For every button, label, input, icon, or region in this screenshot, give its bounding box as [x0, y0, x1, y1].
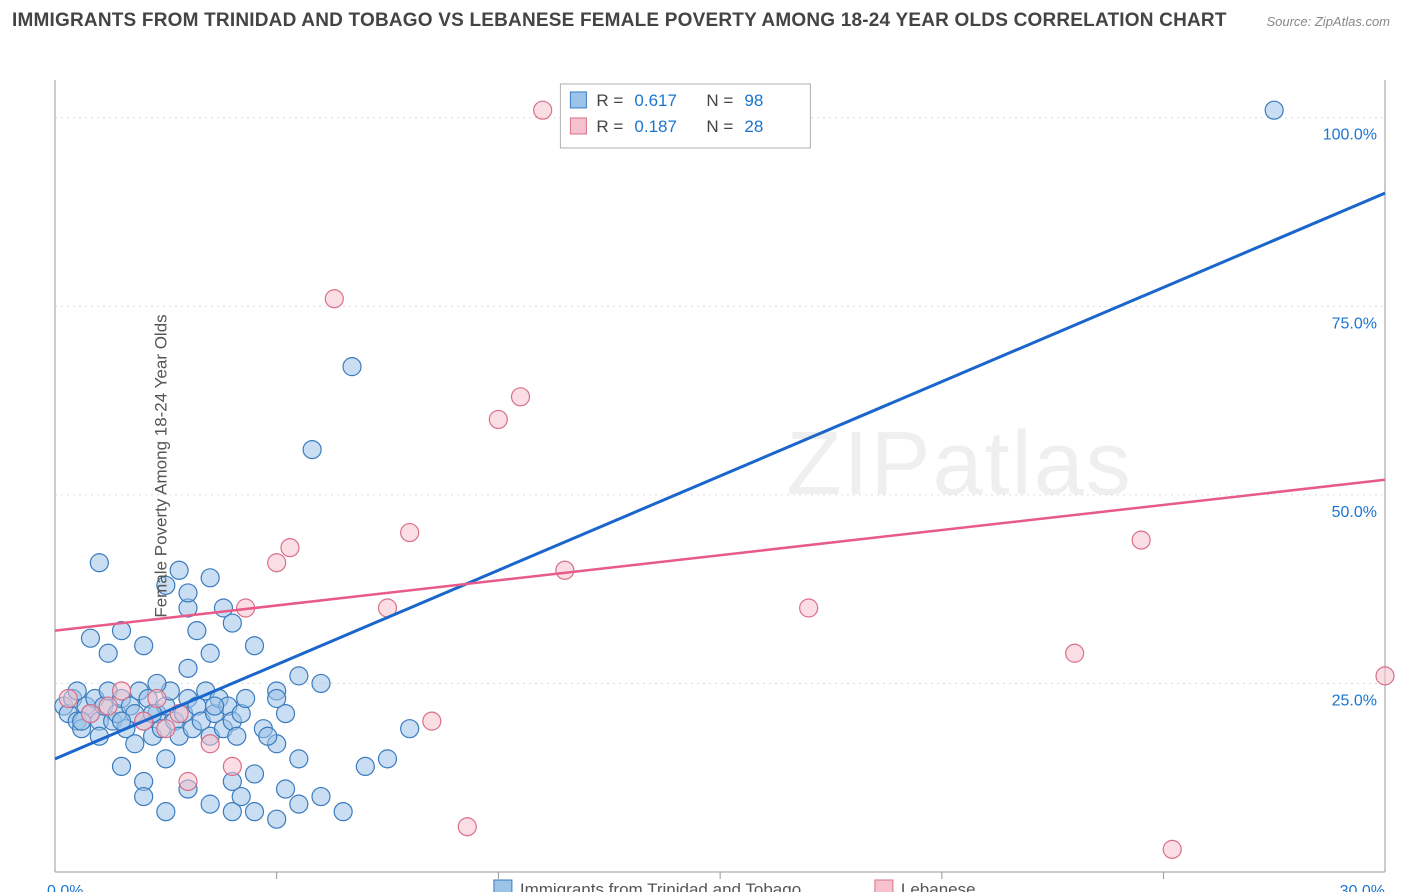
data-point-trinidad	[312, 788, 330, 806]
data-point-trinidad	[90, 554, 108, 572]
data-point-lebanese	[148, 690, 166, 708]
data-point-trinidad	[334, 803, 352, 821]
bottom-legend-label-lebanese: Lebanese	[901, 880, 976, 892]
data-point-lebanese	[800, 599, 818, 617]
data-point-lebanese	[281, 539, 299, 557]
data-point-trinidad	[135, 788, 153, 806]
data-point-trinidad	[157, 803, 175, 821]
data-point-trinidad	[268, 690, 286, 708]
data-point-lebanese	[1376, 667, 1394, 685]
data-point-trinidad	[268, 810, 286, 828]
svg-text:N =: N =	[706, 117, 733, 136]
data-point-trinidad	[157, 750, 175, 768]
data-point-lebanese	[1163, 840, 1181, 858]
y-axis-label: Female Poverty Among 18-24 Year Olds	[152, 314, 172, 617]
svg-text:30.0%: 30.0%	[1340, 883, 1385, 892]
svg-text:R =: R =	[596, 91, 623, 110]
data-point-trinidad	[201, 644, 219, 662]
data-point-trinidad	[113, 757, 131, 775]
data-point-trinidad	[179, 584, 197, 602]
data-point-lebanese	[1132, 531, 1150, 549]
data-point-trinidad	[237, 690, 255, 708]
chart-title: IMMIGRANTS FROM TRINIDAD AND TOBAGO VS L…	[12, 10, 1227, 32]
data-point-lebanese	[223, 757, 241, 775]
y-axis-label-wrap: Female Poverty Among 18-24 Year Olds	[10, 456, 313, 476]
data-point-lebanese	[556, 561, 574, 579]
data-point-trinidad	[356, 757, 374, 775]
svg-text:100.0%: 100.0%	[1323, 127, 1377, 144]
data-point-trinidad	[228, 727, 246, 745]
svg-text:0.0%: 0.0%	[47, 883, 83, 892]
svg-text:0.187: 0.187	[634, 117, 677, 136]
data-point-trinidad	[343, 358, 361, 376]
data-point-lebanese	[59, 690, 77, 708]
data-point-trinidad	[277, 780, 295, 798]
bottom-legend-swatch-trinidad	[494, 880, 512, 892]
data-point-trinidad	[201, 569, 219, 587]
data-point-lebanese	[201, 735, 219, 753]
svg-text:N =: N =	[706, 91, 733, 110]
svg-text:0.617: 0.617	[634, 91, 677, 110]
trend-line-lebanese	[55, 480, 1385, 631]
svg-text:50.0%: 50.0%	[1332, 504, 1377, 521]
data-point-trinidad	[135, 637, 153, 655]
source-label: Source: ZipAtlas.com	[1266, 14, 1390, 29]
data-point-trinidad	[188, 622, 206, 640]
data-point-lebanese	[157, 720, 175, 738]
data-point-lebanese	[81, 705, 99, 723]
data-point-trinidad	[290, 750, 308, 768]
data-point-trinidad	[81, 629, 99, 647]
data-point-lebanese	[99, 697, 117, 715]
data-point-lebanese	[179, 772, 197, 790]
data-point-lebanese	[401, 524, 419, 542]
data-point-trinidad	[246, 803, 264, 821]
data-point-trinidad	[379, 750, 397, 768]
data-point-trinidad	[201, 795, 219, 813]
svg-text:28: 28	[744, 117, 763, 136]
data-point-trinidad	[259, 727, 277, 745]
data-point-trinidad	[179, 659, 197, 677]
legend-swatch-trinidad	[570, 92, 586, 108]
data-point-lebanese	[534, 101, 552, 119]
data-point-lebanese	[113, 682, 131, 700]
data-point-trinidad	[170, 561, 188, 579]
data-point-trinidad	[246, 765, 264, 783]
trend-line-trinidad	[55, 193, 1385, 759]
svg-text:25.0%: 25.0%	[1332, 692, 1377, 709]
bottom-legend-swatch-lebanese	[875, 880, 893, 892]
data-point-trinidad	[232, 788, 250, 806]
data-point-lebanese	[268, 554, 286, 572]
data-point-trinidad	[126, 735, 144, 753]
data-point-lebanese	[489, 410, 507, 428]
data-point-trinidad	[206, 697, 224, 715]
chart-area: 25.0% 50.0% 75.0% 100.0% 0.0% 30.0% R = 0.617 N …	[0, 40, 1406, 892]
data-point-lebanese	[325, 290, 343, 308]
data-point-lebanese	[512, 388, 530, 406]
data-point-trinidad	[1265, 101, 1283, 119]
data-point-trinidad	[290, 795, 308, 813]
data-point-lebanese	[458, 818, 476, 836]
svg-text:98: 98	[744, 91, 763, 110]
data-point-trinidad	[290, 667, 308, 685]
data-point-trinidad	[312, 674, 330, 692]
data-point-trinidad	[246, 637, 264, 655]
svg-text:R =: R =	[596, 117, 623, 136]
bottom-legend-label-trinidad: Immigrants from Trinidad and Tobago	[520, 880, 801, 892]
svg-text:75.0%: 75.0%	[1332, 315, 1377, 332]
data-point-trinidad	[401, 720, 419, 738]
data-point-trinidad	[99, 644, 117, 662]
data-point-trinidad	[223, 614, 241, 632]
data-point-lebanese	[1066, 644, 1084, 662]
legend-swatch-lebanese	[570, 118, 586, 134]
data-point-lebanese	[423, 712, 441, 730]
